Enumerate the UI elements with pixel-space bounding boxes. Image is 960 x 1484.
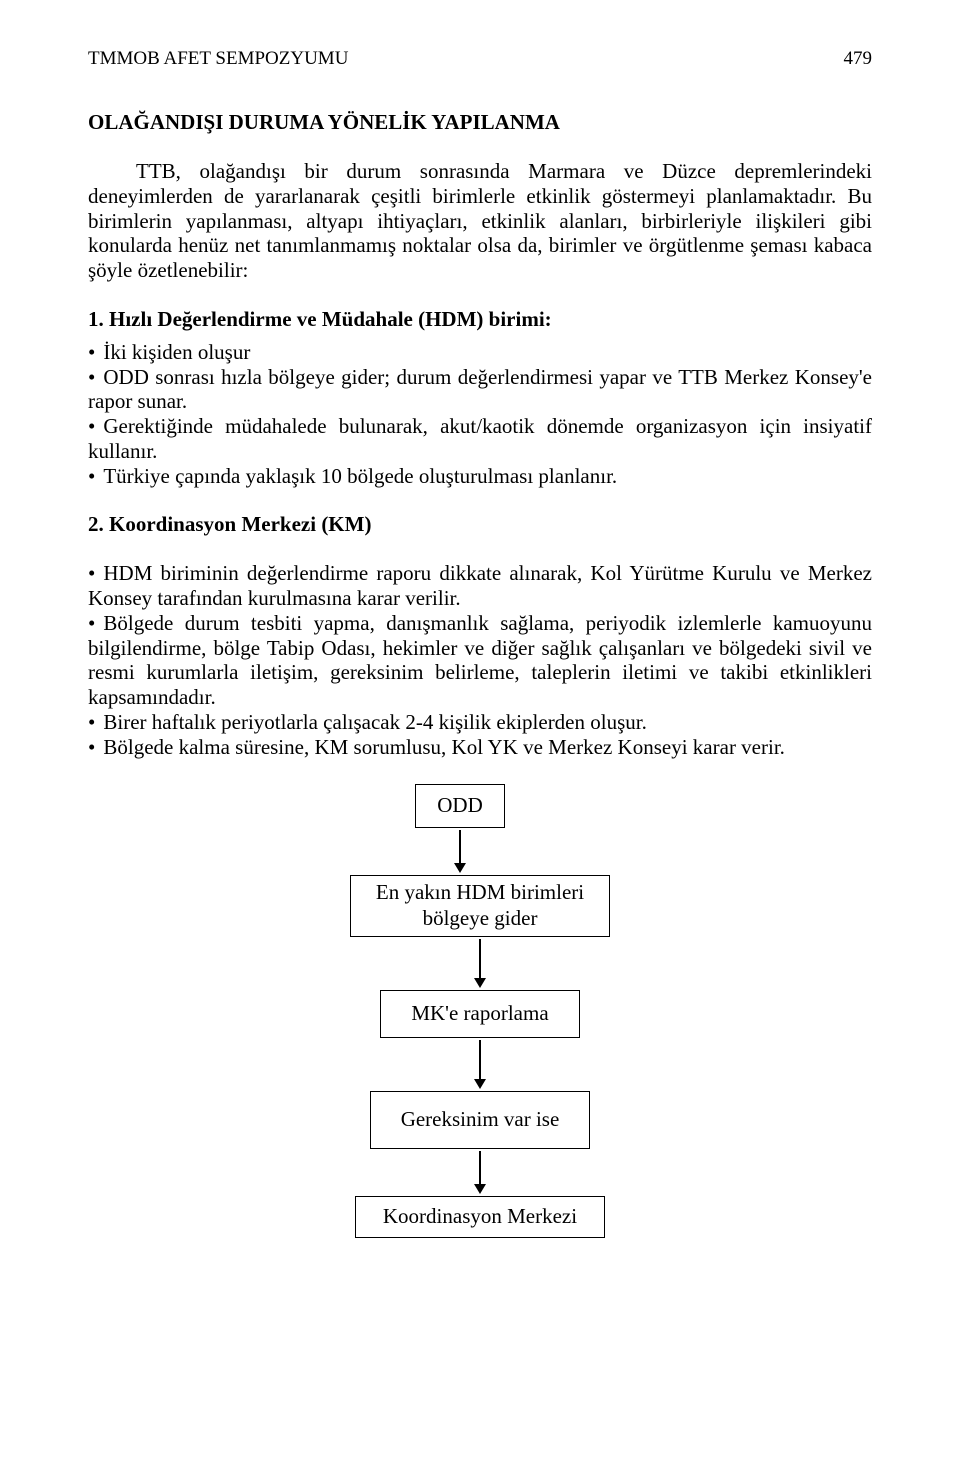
unit1-title: 1. Hızlı Değerlendirme ve Müdahale (HDM)… (88, 307, 872, 332)
flowchart-node-odd: ODD (415, 784, 505, 828)
bullet-icon: • (88, 735, 95, 759)
flowchart-node-hdm: En yakın HDM birimleri bölgeye gider (350, 875, 610, 937)
list-item: • Türkiye çapında yaklaşık 10 bölgede olu… (88, 464, 872, 489)
bullet-icon: • (88, 340, 95, 364)
unit1-bullets: •İki kişiden oluşur •ODD sonrası hızla b… (88, 340, 872, 489)
bullet-icon: • (88, 464, 95, 488)
list-item: •HDM biriminin değerlendirme raporu dikk… (88, 561, 872, 611)
list-item: •ODD sonrası hızla bölgeye gider; durum … (88, 365, 872, 415)
node-label: bölgeye gider (423, 906, 538, 931)
list-item: •Gerektiğinde müdahalede bulunarak, akut… (88, 414, 872, 464)
flowchart-node-km: Koordinasyon Merkezi (355, 1196, 605, 1238)
list-item: • Bölgede kalma süresine, KM sorumlusu, K… (88, 735, 872, 760)
list-item: • Birer haftalık periyotlarla çalışacak 2… (88, 710, 872, 735)
node-label: En yakın HDM birimleri (376, 880, 584, 905)
bullet-text: ODD sonrası hızla bölgeye gider; durum d… (88, 365, 872, 414)
arrow-down-icon (474, 939, 486, 988)
page-header: TMMOB AFET SEMPOZYUMU 479 (88, 48, 872, 70)
intro-paragraph: TTB, olağandışı bir durum sonrasında Mar… (88, 159, 872, 283)
bullet-text: Birer haftalık periyotlarla çalışacak 2-… (103, 710, 647, 734)
list-item: • İki kişiden oluşur (88, 340, 872, 365)
unit2-bullets: •HDM biriminin değerlendirme raporu dikk… (88, 561, 872, 759)
node-label: ODD (437, 793, 483, 818)
bullet-icon: • (88, 710, 95, 734)
list-item: •Bölgede durum tesbiti yapma, danışmanlı… (88, 611, 872, 710)
bullet-icon: • (88, 611, 95, 635)
bullet-text: Bölgede durum tesbiti yapma, danışmanlık… (88, 611, 872, 709)
bullet-icon: • (88, 414, 95, 438)
bullet-text: Türkiye çapında yaklaşık 10 bölgede oluş… (103, 464, 617, 488)
arrow-down-icon (474, 1151, 486, 1194)
bullet-text: Gerektiğinde müdahalede bulunarak, akut/… (88, 414, 872, 463)
section-title: OLAĞANDIŞI DURUMA YÖNELİK YAPILANMA (88, 110, 872, 135)
node-label: MK'e raporlama (411, 1001, 548, 1026)
page-number: 479 (844, 48, 873, 70)
bullet-text: HDM biriminin değerlendirme raporu dikka… (88, 561, 872, 610)
bullet-icon: • (88, 365, 95, 389)
node-label: Koordinasyon Merkezi (383, 1204, 577, 1229)
header-left: TMMOB AFET SEMPOZYUMU (88, 48, 348, 70)
flowchart-node-gvi: Gereksinim var ise (370, 1091, 590, 1149)
bullet-text: Bölgede kalma süresine, KM sorumlusu, Ko… (103, 735, 785, 759)
bullet-text: İki kişiden oluşur (103, 340, 250, 364)
arrow-down-icon (474, 1040, 486, 1089)
bullet-icon: • (88, 561, 95, 585)
arrow-down-icon (454, 830, 466, 873)
flowchart-node-mk: MK'e raporlama (380, 990, 580, 1038)
node-label: Gereksinim var ise (401, 1107, 560, 1132)
flowchart: ODD En yakın HDM birimleri bölgeye gider… (88, 784, 872, 1238)
unit2-title: 2. Koordinasyon Merkezi (KM) (88, 512, 872, 537)
